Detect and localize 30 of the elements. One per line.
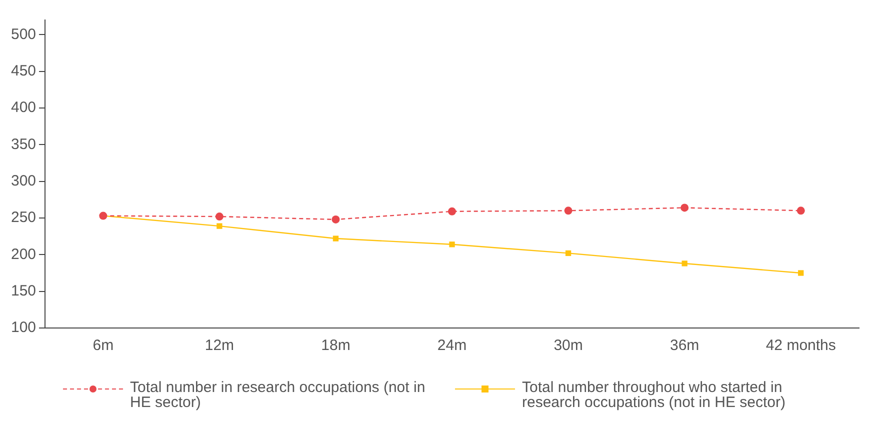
point bbox=[448, 207, 456, 216]
y-tick-label: 150 bbox=[10, 282, 36, 300]
y-tick-label: 500 bbox=[10, 26, 36, 43]
point bbox=[216, 223, 222, 229]
y-tick-label: 400 bbox=[10, 99, 36, 116]
x-tick-label: 18m bbox=[321, 337, 350, 354]
x-tick-label: 42 months bbox=[766, 337, 836, 354]
y-tick-label: 100 bbox=[10, 319, 36, 336]
point bbox=[332, 215, 340, 224]
x-tick-label: 36m bbox=[670, 337, 700, 354]
point bbox=[564, 206, 572, 215]
point bbox=[682, 260, 688, 266]
point bbox=[332, 236, 339, 242]
legend-label: Total number in research occupations (not in HE sector) bbox=[130, 379, 426, 411]
point bbox=[798, 270, 804, 276]
x-tick-label: 6m bbox=[92, 337, 114, 354]
y-tick-label: 300 bbox=[10, 172, 36, 190]
point bbox=[565, 250, 572, 256]
y-tick-label: 350 bbox=[10, 136, 36, 153]
x-tick-label: 24m bbox=[437, 337, 467, 354]
point bbox=[449, 242, 455, 248]
x-tick-label: 30m bbox=[554, 337, 583, 354]
point bbox=[796, 206, 805, 215]
legend-label: Total number throughout who started in research occupations (not in HE sector) bbox=[522, 379, 786, 411]
point bbox=[215, 212, 224, 221]
point bbox=[680, 204, 689, 212]
y-tick-label: 200 bbox=[10, 246, 36, 263]
x-tick-label: 12m bbox=[204, 337, 234, 354]
y-tick-label: 250 bbox=[10, 209, 36, 226]
y-tick-label: 450 bbox=[10, 62, 36, 80]
